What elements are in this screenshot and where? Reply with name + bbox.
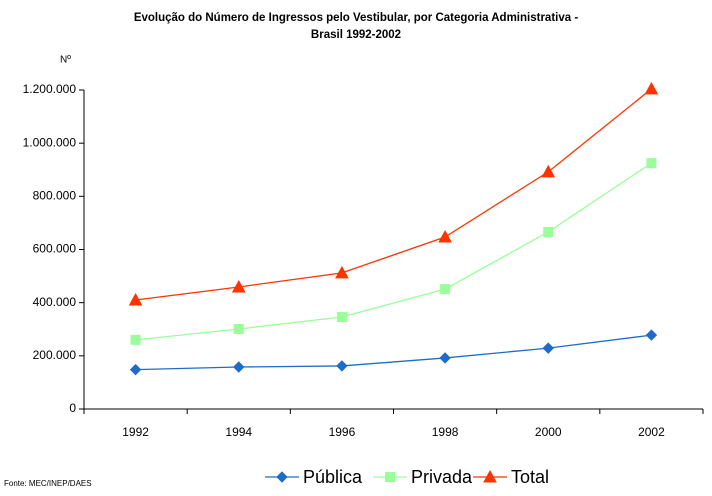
y-tick-label: 600.000: [33, 242, 77, 256]
series-line: [135, 162, 652, 341]
y-axis-label: Nº: [60, 55, 71, 66]
legend-item: Pública: [265, 467, 363, 487]
legend-label: Total: [511, 467, 549, 487]
data-point: [233, 361, 245, 373]
data-point: [645, 329, 658, 341]
x-tick-label: 2002: [638, 425, 665, 439]
legend-item: Total: [473, 467, 549, 487]
source-note: Fonte: MEC/INEP/DAES: [4, 479, 92, 488]
data-point: [543, 226, 554, 237]
data-point: [336, 312, 347, 323]
y-tick-label: 0: [69, 401, 76, 415]
y-tick-label: 400.000: [33, 295, 77, 309]
x-tick-label: 1992: [122, 425, 149, 439]
data-point: [646, 158, 657, 169]
series-line: [135, 88, 652, 301]
series-line: [135, 334, 652, 371]
y-tick-label: 1.000.000: [23, 135, 77, 149]
legend-marker: [483, 469, 497, 483]
x-tick-label: 2000: [535, 425, 562, 439]
data-point: [438, 229, 452, 243]
data-point: [541, 164, 556, 178]
legend-marker: [385, 472, 395, 482]
y-tick-label: 1.200.000: [23, 82, 77, 96]
data-point: [542, 342, 554, 354]
data-point: [130, 334, 141, 345]
data-point: [644, 81, 659, 95]
legend-label: Pública: [303, 467, 363, 487]
chart-subtitle: Brasil 1992-2002: [311, 29, 401, 41]
data-point: [336, 360, 348, 372]
legend-label: Privada: [411, 467, 473, 487]
data-point: [231, 279, 246, 293]
data-point: [439, 352, 451, 364]
legend-marker: [276, 471, 288, 483]
data-point: [129, 363, 142, 376]
x-tick-label: 1996: [329, 425, 356, 439]
data-point: [233, 323, 244, 334]
y-tick-label: 800.000: [33, 189, 77, 203]
chart-title: Evolução do Número de Ingressos pelo Ves…: [134, 12, 579, 24]
y-tick-label: 200.000: [33, 348, 77, 362]
data-point: [128, 292, 143, 306]
legend-item: Privada: [373, 467, 473, 487]
x-tick-label: 1998: [432, 425, 459, 439]
data-point: [335, 265, 349, 279]
data-point: [440, 284, 451, 295]
x-tick-label: 1994: [225, 425, 252, 439]
